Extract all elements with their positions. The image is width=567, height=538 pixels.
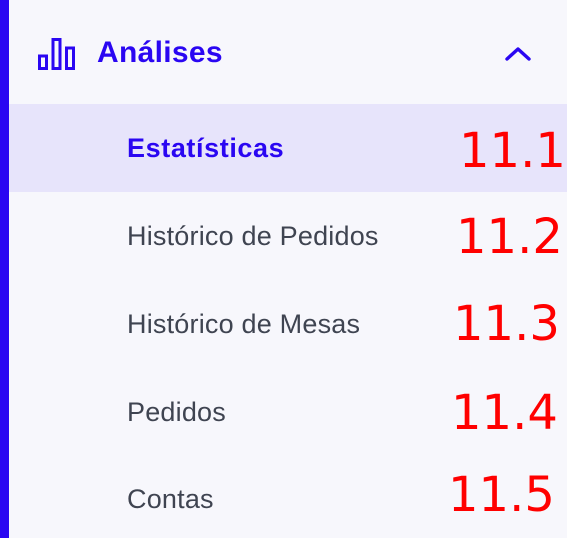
annotation-label: 11.5 — [448, 467, 555, 523]
chevron-up-icon[interactable] — [503, 44, 533, 64]
annotation-label: 11.4 — [451, 385, 558, 441]
sidebar-item-label: Pedidos — [127, 397, 226, 427]
analises-group-title: Análises — [97, 36, 223, 69]
sidebar-item-label: Histórico de Pedidos — [127, 221, 379, 251]
sidebar-item-historico-de-mesas[interactable]: Histórico de Mesas — [9, 280, 567, 368]
bar-chart-icon — [38, 38, 75, 70]
sidebar-item-label: Contas — [127, 484, 214, 514]
annotation-label: 11.1 — [459, 123, 566, 179]
sidebar-item-estatisticas[interactable]: Estatísticas — [9, 104, 567, 192]
sidebar-item-label: Histórico de Mesas — [127, 309, 361, 339]
sidebar-item-contas[interactable]: Contas — [9, 455, 567, 538]
sidebar-item-label: Estatísticas — [127, 133, 285, 163]
annotation-label: 11.3 — [453, 296, 560, 352]
active-section-indicator — [0, 0, 9, 538]
sidebar-item-pedidos[interactable]: Pedidos — [9, 368, 567, 456]
sidebar-item-historico-de-pedidos[interactable]: Histórico de Pedidos — [9, 192, 567, 280]
analises-group-header[interactable]: Análises — [9, 0, 567, 104]
annotation-label: 11.2 — [456, 209, 563, 265]
